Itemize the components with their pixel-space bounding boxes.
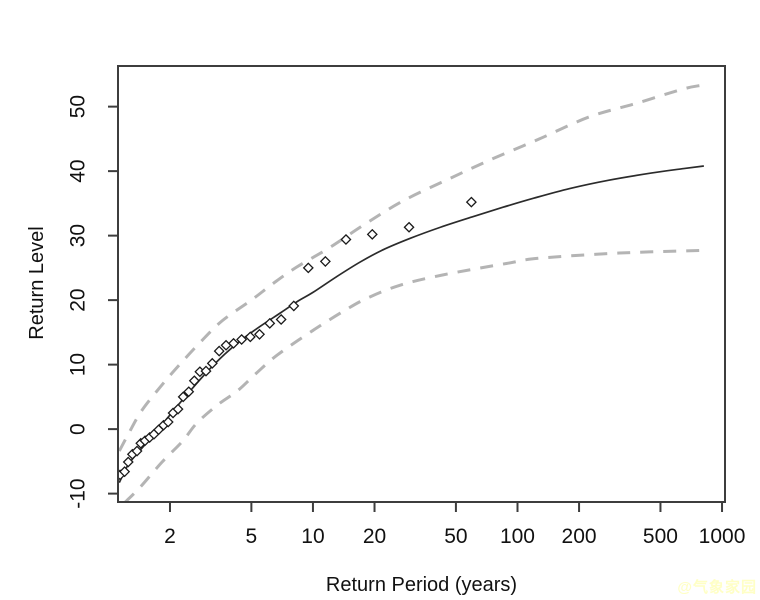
data-point-marker: [188, 375, 200, 387]
data-point-marker: [275, 313, 287, 325]
fitted-return-level-curve: [118, 165, 704, 484]
x-tick-label: 50: [444, 525, 467, 548]
y-tick-label: 50: [67, 95, 90, 118]
data-point-marker: [228, 337, 240, 349]
data-point-marker: [131, 445, 143, 457]
data-point-marker: [340, 233, 352, 246]
data-point-marker: [220, 339, 232, 351]
data-point-marker: [183, 386, 195, 398]
x-tick-label: 2: [164, 525, 176, 548]
data-point-marker: [236, 333, 248, 345]
upper-confidence-band-curve: [117, 83, 702, 452]
x-tick-label: 500: [643, 525, 678, 548]
y-tick-label: 20: [67, 288, 90, 311]
data-point-marker: [254, 328, 266, 340]
x-tick-label: 20: [363, 525, 386, 548]
data-point-marker: [403, 221, 415, 233]
x-tick-label: 100: [500, 525, 535, 548]
plot-border: [117, 65, 726, 503]
points-layer: [117, 196, 477, 481]
data-point-marker: [319, 255, 331, 267]
y-axis-title: Return Level: [26, 226, 48, 340]
curves-layer: [117, 83, 704, 503]
watermark-text: @气象家园: [677, 579, 757, 596]
data-point-marker: [244, 331, 256, 343]
x-tick-label: 200: [562, 525, 597, 548]
data-point-marker: [162, 416, 174, 428]
y-tick-label: 40: [67, 159, 90, 182]
data-point-marker: [206, 357, 218, 369]
data-point-marker: [288, 300, 300, 312]
data-point-marker: [177, 391, 189, 403]
y-tick-label: -10: [67, 478, 90, 508]
x-axis-title: Return Period (years): [325, 574, 518, 596]
y-tick-label: 30: [67, 224, 90, 247]
data-point-marker: [366, 228, 378, 240]
data-point-marker: [200, 365, 212, 377]
data-point-marker: [465, 196, 477, 208]
data-point-marker: [264, 317, 276, 329]
data-point-marker: [302, 262, 314, 274]
y-tick-label: 10: [67, 353, 90, 376]
x-tick-label: 5: [246, 525, 258, 548]
lower-confidence-band-curve: [123, 248, 700, 503]
data-point-marker: [119, 466, 131, 478]
data-point-marker: [122, 456, 134, 468]
data-point-marker: [213, 345, 225, 357]
data-point-marker: [172, 403, 184, 415]
x-tick-label: 10: [301, 525, 324, 548]
y-tick-label: 0: [67, 423, 90, 435]
x-tick-label: 1000: [699, 525, 746, 548]
